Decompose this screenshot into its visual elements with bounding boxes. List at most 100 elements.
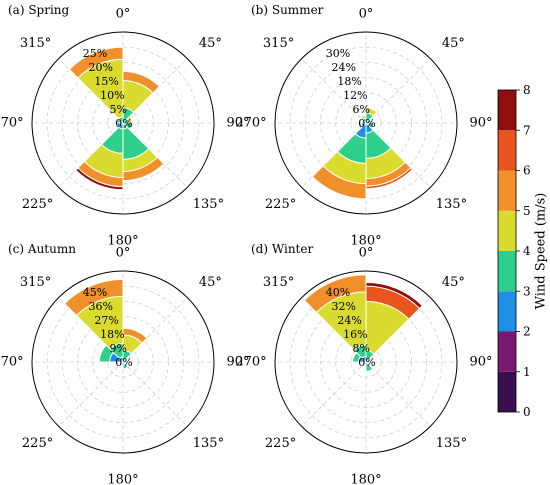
grid-ring [61,61,185,185]
polar-frame [31,31,215,215]
radial-tick-label: 20% [89,61,113,74]
radial-tick-label: 24% [332,61,356,74]
direction-label: 45° [442,275,465,290]
wind-sector-segment [352,351,362,363]
direction-label: 0° [359,246,374,261]
direction-label: 225° [265,436,296,451]
radial-tick-label: 25% [83,47,107,60]
colorbar-tick-label: 8 [523,83,531,97]
radial-tick-label: 30% [326,47,350,60]
windrose-panel-3: (c) Autumn 0%9%18%27%36%45% 0° 45° 90° 135° 18… [0,242,250,485]
radial-tick-label: 32% [332,300,356,313]
grid-ring [289,285,443,439]
colorbar-tick-label: 1 [523,365,531,379]
colorbar-segment [498,331,516,372]
colorbar-ticks: 0 1 2 3 4 5 6 7 8 [516,83,531,419]
windrose-panel-1: (a) Spring 0%5%10%15%20%25% 0° 45° 90° 135° 18… [0,3,250,249]
grid-ring [46,46,200,200]
wind-sector-segment [98,344,115,363]
panel-title: (d) Winter [251,242,313,256]
colorbar-segment [498,251,516,292]
colorbar-segment [498,210,516,251]
direction-label: 45° [199,275,222,290]
radial-tick-label: 18% [100,328,124,341]
wind-sector-segment [121,358,127,363]
radial-tick-label: 10% [100,89,124,102]
radial-tick-label: 12% [343,89,367,102]
direction-label: 270° [235,355,266,370]
direction-label: 315° [263,275,294,290]
wind-sector-segment [119,360,124,366]
grid-ring [77,316,169,408]
direction-label: 135° [436,197,467,212]
radial-tick-label: 0% [358,117,375,130]
colorbar-segment [498,371,516,412]
colorbar-tick-label: 4 [523,244,531,258]
radial-tick-label: 6% [352,103,369,116]
colorbar-tick-label: 6 [523,164,531,178]
polar-frame [274,31,458,215]
grid-ring [320,316,412,408]
colorbar-segment [498,170,516,211]
wind-sector-segment [68,46,124,79]
windrose-panel-4: (d) Winter 0%8%16%24%32%40% 0° 45° 90° 135° 18… [235,242,492,485]
direction-label: 45° [199,36,222,51]
direction-label: 90° [226,355,249,370]
wind-sector-segment [116,118,122,124]
radial-tick-label: 24% [337,314,361,327]
direction-label: 90° [226,116,249,131]
wind-sector-segment [364,358,371,363]
direction-label: 135° [436,436,467,451]
direction-label: 90° [469,116,492,131]
colorbar-blocks [498,90,516,412]
colorbar-tick-label: 7 [523,123,531,137]
colorbar-tick-label: 5 [523,204,531,218]
polar-frame [274,270,458,454]
radial-tick-label: 0% [115,356,132,369]
radial-tick-label: 45% [83,286,107,299]
panels-layer: (a) Spring 0% 5%10%15%20%25% 0° 45° 90° 135° 18… [0,3,493,485]
grid-ring [61,300,185,424]
radial-tick-label: 0% [358,356,375,369]
wind-sector-segment [357,122,364,130]
direction-label: 135° [193,197,224,212]
colorbar-segment [498,130,516,171]
grid-ring [304,300,428,424]
windrose-panel-2: (b) Summer 0%6%12%18%24%30% 0° 45° 90° 135° 18… [235,3,492,249]
colorbar: 0 1 2 3 4 5 6 7 8 Wind Speed (m/s) [497,83,549,419]
radial-tick-label: 9% [109,342,126,355]
wind-sector-segment [122,70,161,94]
radial-tick-label: 15% [94,75,118,88]
direction-label: 90° [469,355,492,370]
colorbar-label: Wind Speed (m/s) [534,193,549,310]
wind-sector-segment [122,327,148,344]
wind-sector-segment [303,274,367,314]
direction-label: 180° [350,473,381,485]
radial-tick-label: 36% [89,300,113,313]
radial-tick-label: 8% [352,342,369,355]
grid-ring [46,285,200,439]
panel-title: (b) Summer [251,3,324,17]
colorbar-segment [498,291,516,332]
panel-title: (c) Autumn [8,242,76,256]
direction-label: 270° [235,116,266,131]
direction-label: 225° [22,197,53,212]
panel-title: (a) Spring [8,3,70,17]
wind-sector-segment [122,363,129,370]
direction-label: 180° [350,234,381,249]
direction-label: 0° [116,246,131,261]
direction-label: 270° [0,116,24,131]
grid-ring [335,92,397,154]
direction-label: 225° [22,436,53,451]
wind-sector-segment [362,120,368,124]
radial-tick-label: 5% [109,103,126,116]
direction-label: 315° [263,36,294,51]
grid-ring [289,46,443,200]
direction-label: 315° [20,275,51,290]
grid-ring [304,61,428,185]
wind-sector-segment [63,278,124,317]
wind-sector-segment [365,281,424,310]
radial-tick-label: 16% [343,328,367,341]
colorbar-tick-label: 0 [523,405,531,419]
